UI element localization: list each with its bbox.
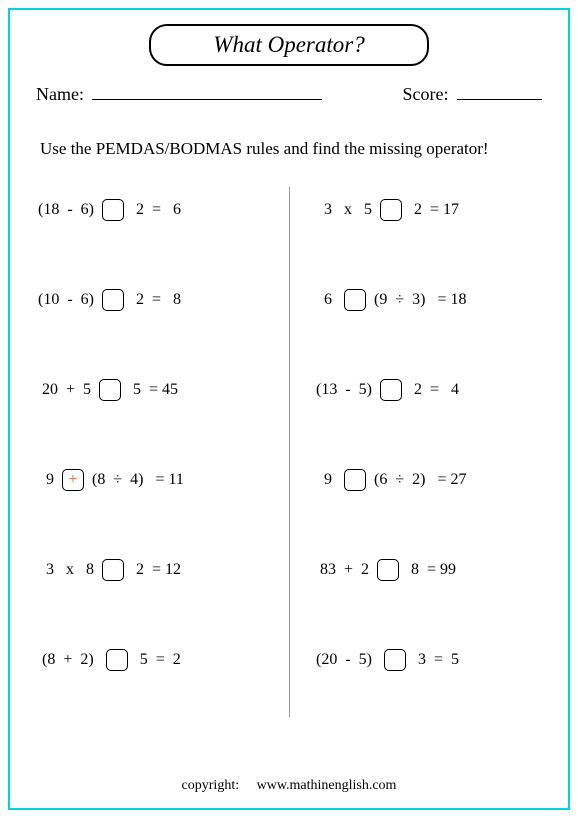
- expr-before: 3 x 5: [316, 201, 376, 219]
- problem-row: 83 + 2 8 = 99: [316, 559, 456, 581]
- problem-row: 9 + (8 ÷ 4) = 11: [38, 469, 184, 491]
- expr-after: 2 = 8: [128, 291, 181, 309]
- expr-before: 3 x 8: [38, 561, 98, 579]
- expr-after: 2 = 4: [406, 381, 459, 399]
- operator-box[interactable]: [344, 289, 366, 311]
- expr-after: (8 ÷ 4) = 11: [88, 471, 184, 489]
- operator-box[interactable]: [102, 199, 124, 221]
- expr-before: (13 - 5): [316, 381, 376, 399]
- problem-row: (18 - 6) 2 = 6: [38, 199, 181, 221]
- operator-box[interactable]: [380, 379, 402, 401]
- problem-row: (10 - 6) 2 = 8: [38, 289, 181, 311]
- expr-before: (8 + 2): [38, 651, 102, 669]
- expr-before: (10 - 6): [38, 291, 98, 309]
- instructions: Use the PEMDAS/BODMAS rules and find the…: [36, 139, 542, 159]
- problem-row: (20 - 5) 3 = 5: [316, 649, 459, 671]
- expr-before: 6: [316, 291, 340, 309]
- score-field: Score:: [403, 82, 542, 105]
- problem-row: 3 x 5 2 = 17: [316, 199, 459, 221]
- expr-before: 20 + 5: [38, 381, 95, 399]
- problem-row: (8 + 2) 5 = 2: [38, 649, 181, 671]
- expr-after: (6 ÷ 2) = 27: [370, 471, 466, 489]
- problems-area: (18 - 6) 2 = 6 (10 - 6) 2 = 8 20 + 5 5 = …: [36, 187, 542, 747]
- expr-after: 8 = 99: [403, 561, 456, 579]
- problem-row: (13 - 5) 2 = 4: [316, 379, 459, 401]
- name-score-row: Name: Score:: [36, 82, 542, 105]
- column-divider: [289, 187, 290, 717]
- expr-before: 83 + 2: [316, 561, 373, 579]
- problem-row: 6 (9 ÷ 3) = 18: [316, 289, 466, 311]
- operator-box[interactable]: [102, 289, 124, 311]
- copyright-label: copyright:: [182, 778, 240, 793]
- name-line[interactable]: [92, 82, 322, 100]
- operator-box[interactable]: +: [62, 469, 84, 491]
- score-line[interactable]: [457, 82, 542, 100]
- expr-after: 5 = 2: [132, 651, 181, 669]
- expr-after: 2 = 6: [128, 201, 181, 219]
- expr-before: 9: [316, 471, 340, 489]
- problem-row: 3 x 8 2 = 12: [38, 559, 181, 581]
- operator-box[interactable]: [380, 199, 402, 221]
- operator-box[interactable]: [384, 649, 406, 671]
- expr-before: 9: [38, 471, 58, 489]
- expr-after: 3 = 5: [410, 651, 459, 669]
- name-field: Name:: [36, 82, 322, 105]
- expr-after: (9 ÷ 3) = 18: [370, 291, 466, 309]
- footer: copyright: www.mathinenglish.com: [8, 778, 570, 794]
- operator-box[interactable]: [99, 379, 121, 401]
- score-label: Score:: [403, 84, 449, 104]
- problem-row: 20 + 5 5 = 45: [38, 379, 178, 401]
- footer-url: www.mathinenglish.com: [257, 778, 397, 793]
- expr-after: 5 = 45: [125, 381, 178, 399]
- operator-box[interactable]: [102, 559, 124, 581]
- operator-box[interactable]: [106, 649, 128, 671]
- operator-box[interactable]: [377, 559, 399, 581]
- expr-after: 2 = 17: [406, 201, 459, 219]
- worksheet-content: What Operator? Name: Score: Use the PEMD…: [8, 8, 570, 810]
- expr-before: (20 - 5): [316, 651, 380, 669]
- expr-after: 2 = 12: [128, 561, 181, 579]
- expr-before: (18 - 6): [38, 201, 98, 219]
- problem-row: 9 (6 ÷ 2) = 27: [316, 469, 466, 491]
- worksheet-title: What Operator?: [149, 24, 429, 66]
- name-label: Name:: [36, 84, 84, 104]
- operator-box[interactable]: [344, 469, 366, 491]
